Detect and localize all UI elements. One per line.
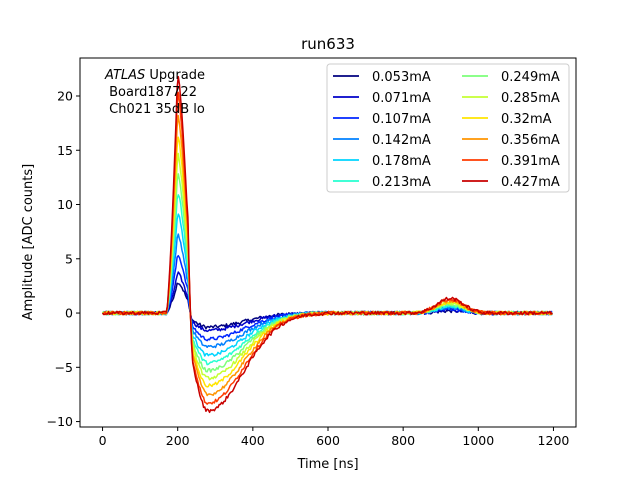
series-line [102,91,553,405]
y-tick-label: −10 [47,414,73,429]
legend-label: 0.32mA [501,112,552,127]
legend-label: 0.107mA [372,112,431,127]
x-axis: 0 200 400 600 800 1000 1200 [99,427,570,448]
y-axis: −10 −5 0 5 10 15 20 [47,88,80,429]
series-line [101,75,553,414]
x-tick-label: 800 [391,433,415,448]
legend: 0.053mA 0.071mA 0.107mA 0.142mA 0.178mA 0.213… [326,63,570,193]
y-tick-label: 15 [57,143,73,158]
annotation-atlas: ATLAS [104,68,145,83]
y-tick-label: 5 [65,251,73,266]
y-tick-label: 0 [65,306,73,321]
legend-label: 0.178mA [372,154,431,169]
x-tick-label: 400 [241,433,265,448]
x-tick-label: 1200 [538,433,570,448]
legend-label: 0.249mA [501,70,560,85]
x-axis-label: Time [ns] [296,457,358,472]
legend-items: 0.053mA 0.071mA 0.107mA 0.142mA 0.178mA 0.213… [333,70,560,190]
legend-label: 0.071mA [372,91,431,106]
series-layer [101,75,553,414]
chart-title: run633 [301,35,355,53]
legend-label: 0.213mA [372,175,431,190]
legend-label: 0.356mA [501,133,560,148]
annotation-line-1: ATLAS Upgrade [104,68,205,83]
legend-label: 0.053mA [372,70,431,85]
y-tick-label: 10 [57,197,73,212]
annotation-upgrade: Upgrade [145,68,205,83]
x-tick-label: 600 [316,433,340,448]
x-tick-label: 200 [166,433,190,448]
annotation-line-2: Board187722 [105,85,197,100]
y-tick-label: 20 [57,88,73,103]
x-tick-label: 0 [99,433,107,448]
y-axis-label: Amplitude [ADC counts] [21,164,36,320]
y-tick-label: −5 [55,360,73,375]
atlas-annotation: ATLAS Upgrade Board187722 Ch021 35dB lo [104,68,205,117]
legend-label: 0.142mA [372,133,431,148]
legend-label: 0.391mA [501,154,560,169]
legend-label: 0.427mA [501,175,560,190]
legend-frame [326,63,570,193]
annotation-line-3: Ch021 35dB lo [105,102,205,117]
x-tick-label: 1000 [462,433,494,448]
legend-label: 0.285mA [501,91,560,106]
